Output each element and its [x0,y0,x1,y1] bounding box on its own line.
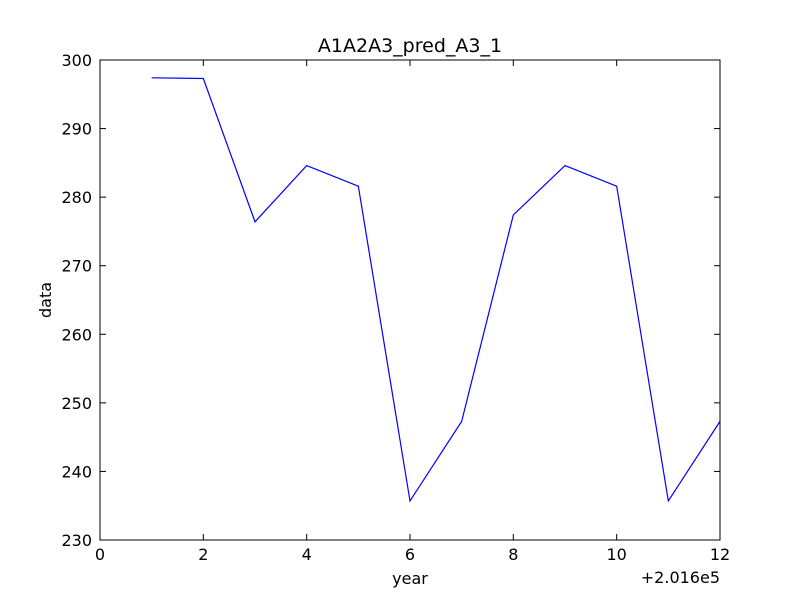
x-tick-label: 10 [606,545,626,564]
y-tick-label: 280 [61,188,92,207]
x-tick-label: 12 [710,545,730,564]
x-tick-label: 2 [198,545,208,564]
y-tick-label: 300 [61,51,92,70]
y-axis: 230 240 250 260 270 280 290 300 [61,51,720,550]
x-tick-label: 8 [508,545,518,564]
x-tick-label: 0 [95,545,105,564]
y-tick-label: 250 [61,394,92,413]
plot-frame [99,59,721,541]
y-tick-label: 290 [61,120,92,139]
plot-area [151,77,721,503]
chart-title: A1A2A3_pred_A3_1 [318,35,502,57]
x-tick-label: 6 [405,545,415,564]
y-tick-label: 230 [61,531,92,550]
x-tick-label: 4 [302,545,312,564]
x-offset-label: +2.016e5 [641,568,720,587]
y-tick-label: 240 [61,462,92,481]
y-tick-label: 270 [61,257,92,276]
y-axis-label: data [36,282,55,318]
series-line-data [151,77,721,503]
x-axis: 0 2 4 6 8 10 12 [95,60,730,564]
y-tick-label: 260 [61,325,92,344]
x-axis-label: year [392,569,428,588]
